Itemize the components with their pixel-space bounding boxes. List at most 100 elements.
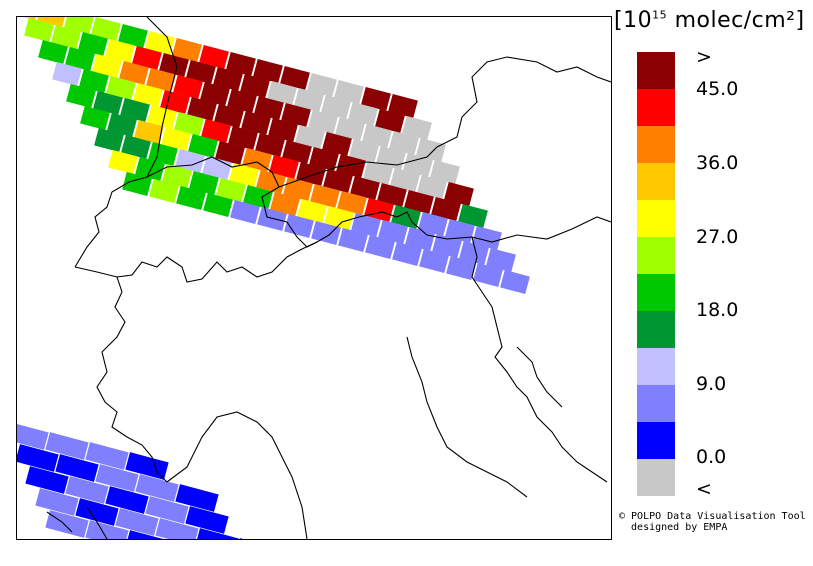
pixel-cell xyxy=(419,248,449,274)
pixel-cell xyxy=(307,72,337,98)
colorbar-swatch xyxy=(637,163,675,200)
pixel-cell xyxy=(378,219,408,245)
pixel-cell xyxy=(95,464,139,492)
pixel-cell xyxy=(45,510,89,538)
pixel-cell xyxy=(349,138,379,164)
pixel-cell xyxy=(132,45,162,71)
colorbar-tick-label: 27.0 xyxy=(696,226,739,248)
pixel-cell xyxy=(51,24,81,50)
pixel-cell xyxy=(459,240,489,266)
pixel-cell xyxy=(199,44,229,70)
pixel-cell xyxy=(147,104,177,130)
pixel-cell xyxy=(500,269,530,295)
pixel-cell xyxy=(172,37,202,63)
coastline xyxy=(494,326,608,483)
pixel-cell xyxy=(203,192,233,218)
pixel-cell xyxy=(338,227,368,253)
pixel-cell xyxy=(35,488,79,516)
pixel-cell xyxy=(337,190,367,216)
colorbar-swatch xyxy=(637,52,675,89)
pixel-cell xyxy=(24,17,54,43)
colorbar-tick-label: 45.0 xyxy=(696,78,739,100)
border-line xyxy=(146,156,611,248)
pixel-cell xyxy=(361,86,391,112)
colorbar-swatch xyxy=(637,385,675,422)
pixel-cell xyxy=(351,212,381,238)
pixel-cell xyxy=(161,126,191,152)
map-panel[interactable] xyxy=(16,16,612,540)
pixel-cell xyxy=(284,213,314,239)
pixel-cell xyxy=(17,422,49,450)
colorbar-tick-label: 18.0 xyxy=(696,299,739,321)
colorbar-swatch xyxy=(637,274,675,311)
pixel-cell xyxy=(418,211,448,237)
pixel-cell xyxy=(118,23,148,49)
pixel-cell xyxy=(38,39,68,65)
pixel-cell xyxy=(214,103,244,129)
pixel-cell xyxy=(195,528,239,539)
pixel-cell xyxy=(146,67,176,93)
pixel-cell xyxy=(134,119,164,145)
colorbar xyxy=(637,52,675,496)
pixel-cell xyxy=(321,94,351,120)
pixel-cell xyxy=(228,125,258,151)
pixel-cell xyxy=(254,95,284,121)
pixel-cell xyxy=(416,137,446,163)
colorbar-swatch xyxy=(637,459,675,496)
pixel-cell xyxy=(174,111,204,137)
border-line xyxy=(96,276,168,483)
pixel-cell xyxy=(417,174,447,200)
pixel-cell xyxy=(375,108,405,134)
pixel-cell xyxy=(115,508,159,536)
pixel-cell xyxy=(45,432,89,460)
coastline xyxy=(86,506,108,539)
pixel-cell xyxy=(336,153,366,179)
pixel-cell xyxy=(75,498,119,526)
pixel-cell xyxy=(348,101,378,127)
pixel-cell xyxy=(444,181,474,207)
pixel-cell xyxy=(402,115,432,141)
pixel-cell xyxy=(78,31,108,57)
pixel-cell xyxy=(322,131,352,157)
pixel-cell xyxy=(187,96,217,122)
pixel-cell xyxy=(176,185,206,211)
pixel-cell xyxy=(175,148,205,174)
colorbar-tick-label: 0.0 xyxy=(696,446,727,468)
pixel-cell xyxy=(297,198,327,224)
pixel-cell xyxy=(243,184,273,210)
credit-text: © POLPO Data Visualisation Tool designed… xyxy=(619,511,806,533)
pixel-cell xyxy=(282,139,312,165)
pixel-cell xyxy=(269,154,299,180)
pixel-cell xyxy=(215,140,245,166)
pixel-cell xyxy=(65,46,95,72)
colorbar-tick-label: 36.0 xyxy=(696,152,739,174)
border-line xyxy=(278,56,611,188)
border-line xyxy=(471,236,498,328)
pixel-cell xyxy=(405,226,435,252)
pixel-cell xyxy=(202,155,232,181)
pixel-cell xyxy=(432,233,462,259)
pixel-cell xyxy=(200,81,230,107)
pixel-cell xyxy=(403,152,433,178)
pixel-cell xyxy=(458,203,488,229)
pixel-cell xyxy=(235,538,279,539)
pixel-cell xyxy=(216,177,246,203)
pixel-cell xyxy=(377,182,407,208)
pixel-cell xyxy=(227,88,257,114)
pixel-cell xyxy=(268,117,298,143)
pixel-cell xyxy=(64,17,94,35)
colorbar-swatch xyxy=(637,237,675,274)
pixel-cell xyxy=(295,124,325,150)
pixel-cell xyxy=(296,161,326,187)
colorbar-tick-label: > xyxy=(696,46,712,68)
pixel-cell xyxy=(388,93,418,119)
pixel-cell xyxy=(155,518,199,539)
pixel-cell xyxy=(80,105,110,131)
pixel-cell xyxy=(93,90,123,116)
pixel-cell xyxy=(52,61,82,87)
pixel-cell xyxy=(65,476,109,504)
pixel-cell xyxy=(308,109,338,135)
pixel-cell xyxy=(213,66,243,92)
pixel-cell xyxy=(159,52,189,78)
legend-unit-title: [1015 molec/cm²] xyxy=(614,8,805,33)
